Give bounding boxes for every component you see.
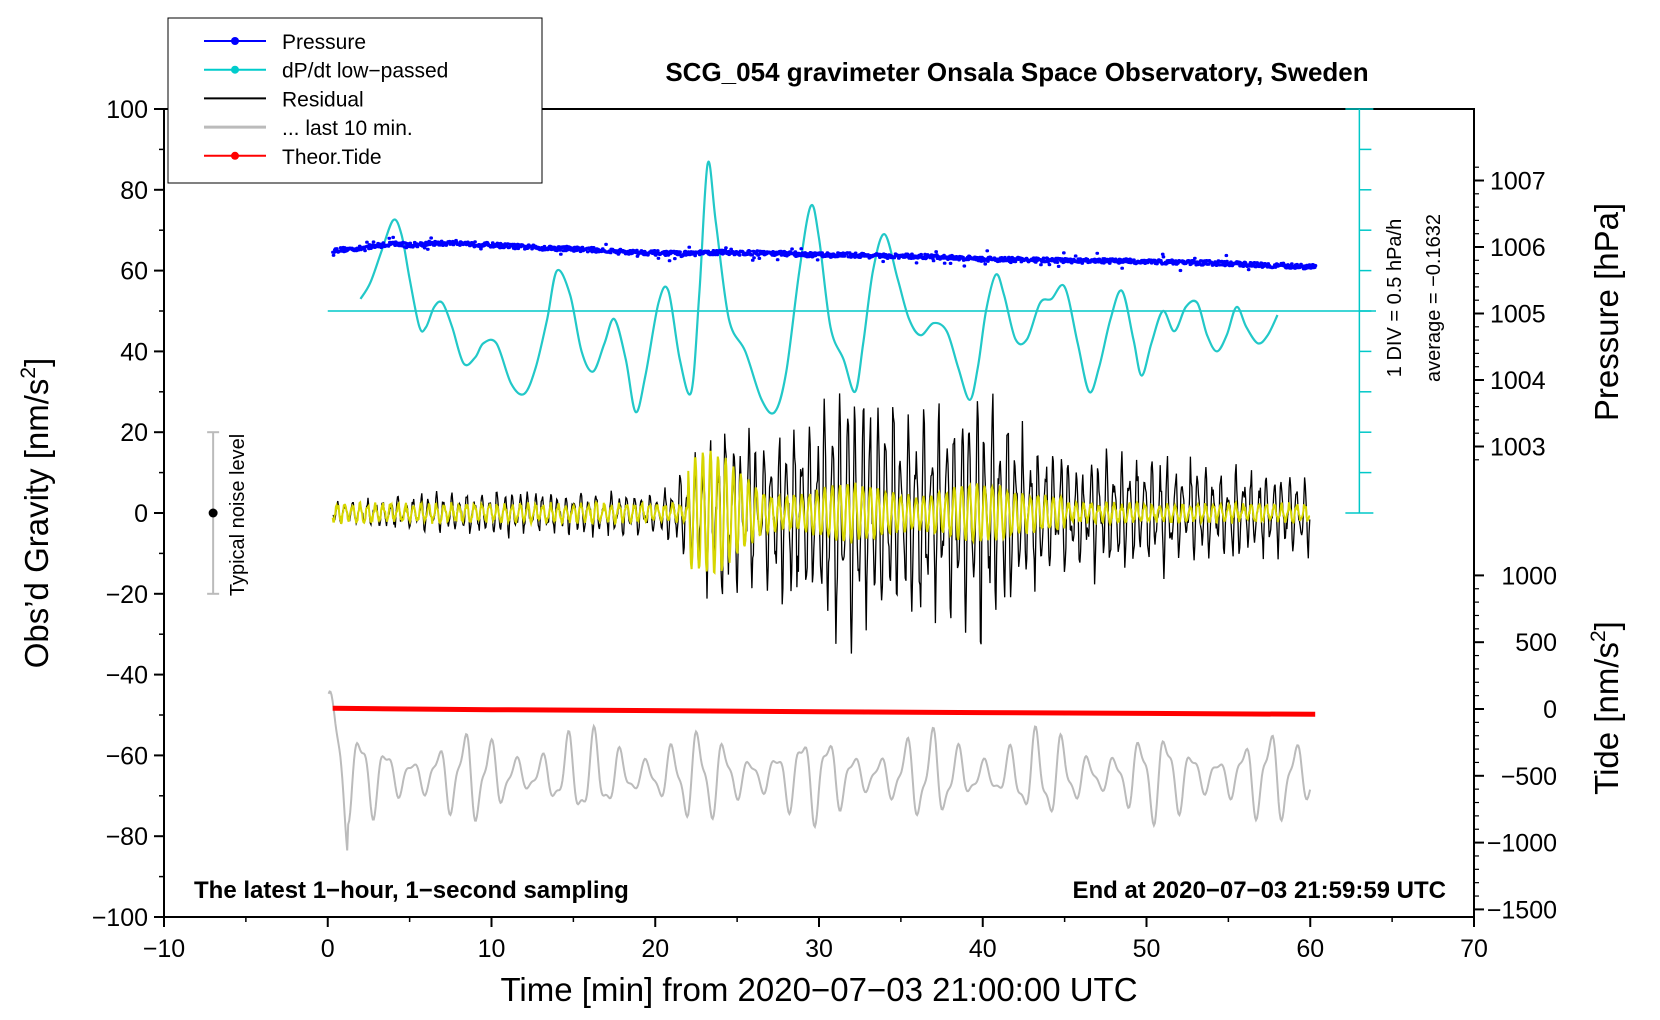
- legend-label: Residual: [282, 88, 364, 111]
- tide-tick-label: 500: [1515, 629, 1557, 657]
- tide-tick-label: 1000: [1501, 562, 1557, 590]
- y-tick-label: 60: [120, 258, 148, 286]
- pressure-series: [331, 235, 1318, 273]
- x-tick-label: 10: [478, 935, 506, 963]
- y-tick-label: 100: [106, 96, 148, 124]
- annotation-sampling: The latest 1−hour, 1−second sampling: [194, 877, 629, 904]
- y-tick-label: 20: [120, 419, 148, 447]
- y-axis-ticks: 100 80 60 40 20 0 −20 −40 −60 −80 −100: [92, 96, 164, 932]
- y-axis-title: Obs’d Gravity [nm/s2]: [17, 358, 55, 669]
- legend-label: Pressure: [282, 31, 366, 54]
- tide-axis-title: Tide [nm/s2]: [1587, 621, 1625, 795]
- residual-filtered-series: [331, 450, 1311, 575]
- x-tick-label: 70: [1460, 935, 1488, 963]
- dpdt-series: [359, 160, 1279, 415]
- scale-average-label: average = −0.1632: [1423, 214, 1445, 382]
- dpdt-scale-bar: [1345, 108, 1374, 514]
- x-tick-label: 60: [1296, 935, 1324, 963]
- legend-label: ... last 10 min.: [282, 117, 413, 140]
- y-tick-label: 80: [120, 177, 148, 205]
- pressure-axis-ticks: 1007 1006 1005 1004 1003: [1474, 166, 1546, 462]
- pressure-tick-label: 1003: [1490, 434, 1546, 462]
- tide-tick-label: −1000: [1487, 830, 1557, 858]
- y-tick-label: −60: [106, 742, 148, 770]
- x-tick-label: 30: [805, 935, 833, 963]
- y-tick-label: 0: [134, 500, 148, 528]
- x-tick-label: 50: [1133, 935, 1161, 963]
- pressure-axis-title: Pressure [hPa]: [1588, 203, 1625, 421]
- residual-series: [332, 393, 1311, 654]
- y-tick-label: −80: [106, 823, 148, 851]
- tide-tick-label: −1500: [1487, 896, 1557, 924]
- y-axis-title-sup: 2: [17, 367, 40, 379]
- x-axis-ticks: −10 0 10 20 30 40 50 60 70: [143, 917, 1488, 963]
- y-tick-label: −40: [106, 662, 148, 690]
- x-tick-label: −10: [143, 935, 185, 963]
- x-tick-label: 40: [969, 935, 997, 963]
- data-layer: [327, 160, 1376, 851]
- pressure-tick-label: 1005: [1490, 301, 1546, 329]
- noise-level-label: Typical noise level: [227, 434, 249, 596]
- chart-title: SCG_054 gravimeter Onsala Space Observat…: [665, 57, 1368, 87]
- y-axis-title-close: ]: [18, 358, 55, 367]
- tide-axis-ticks: 1000 500 0 −500 −1000 −1500: [1474, 562, 1557, 924]
- tide-tick-label: 0: [1543, 696, 1557, 724]
- y-tick-label: −100: [92, 904, 148, 932]
- x-tick-label: 20: [641, 935, 669, 963]
- noise-level-bar: [207, 431, 220, 595]
- pressure-tick-label: 1007: [1490, 168, 1546, 196]
- pressure-tick-label: 1004: [1490, 367, 1546, 395]
- legend-marker: [231, 65, 239, 74]
- tide-axis-title-close: ]: [1588, 621, 1625, 630]
- tide-tick-label: −500: [1501, 763, 1557, 791]
- legend-marker: [231, 151, 239, 160]
- legend-label: Theor.Tide: [282, 146, 382, 169]
- legend: Pressure dP/dt low−passed Residual ... last…: [167, 17, 543, 184]
- scale-div-label: 1 DIV = 0.5 hPa/h: [1384, 219, 1406, 377]
- pressure-tick-label: 1006: [1490, 234, 1546, 262]
- y-axis-title-main: Obs’d Gravity [nm/s: [18, 379, 55, 669]
- y-tick-label: −20: [106, 581, 148, 609]
- tide-axis-title-main: Tide [nm/s: [1588, 642, 1625, 795]
- x-axis-title: Time [min] from 2020−07−03 21:00:00 UTC: [500, 971, 1137, 1008]
- y-tick-label: 40: [120, 338, 148, 366]
- last-10-min-series: [327, 690, 1312, 851]
- annotation-end-time: End at 2020−07−03 21:59:59 UTC: [1072, 877, 1446, 904]
- x-tick-label: 0: [321, 935, 335, 963]
- legend-marker: [231, 37, 239, 45]
- noise-bar-center: [208, 508, 218, 518]
- theor-tide-series: [332, 705, 1316, 717]
- tide-axis-title-sup: 2: [1587, 630, 1610, 642]
- legend-label: dP/dt low−passed: [282, 60, 448, 83]
